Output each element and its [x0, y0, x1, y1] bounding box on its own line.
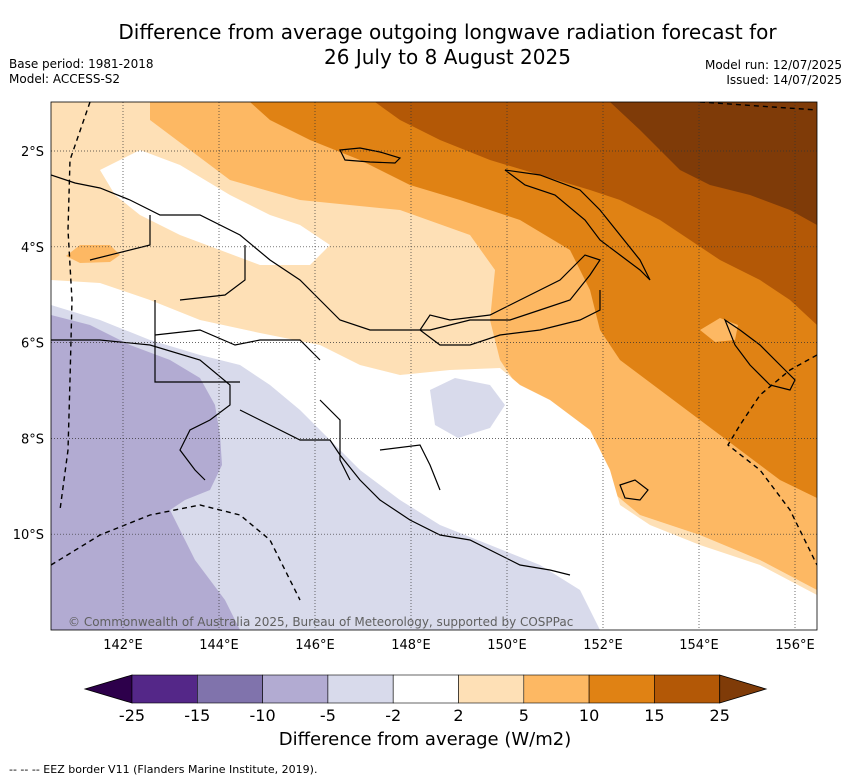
colorbar-tick-label: -10 [250, 706, 276, 725]
copyright-notice: © Commonwealth of Australia 2025, Bureau… [68, 615, 573, 629]
anomaly-band-over-25 [610, 102, 817, 225]
anomaly-patch-inner [700, 318, 738, 342]
longitude-label: 142°E [103, 638, 143, 653]
title-line-2: 26 July to 8 August 2025 [324, 45, 571, 69]
colorbar-swatch [588, 674, 655, 704]
longitude-labels: 142°E 144°E 146°E 148°E 150°E 152°E 154°E 156°E [103, 638, 815, 653]
issued-date: Issued: 14/07/2025 [726, 73, 842, 87]
colorbar-tick-label: -25 [119, 706, 145, 725]
longitude-label: 146°E [295, 638, 335, 653]
colorbar-tick-label: -2 [385, 706, 401, 725]
longitude-label: 148°E [391, 638, 431, 653]
latitude-labels: 2°S 4°S 6°S 8°S 10°S [13, 145, 44, 543]
meta-left: Base period: 1981-2018 Model: ACCESS-S2 [9, 57, 154, 87]
longitude-label: 152°E [583, 638, 623, 653]
colorbar-tick-label: 5 [519, 706, 529, 725]
colorbar-tick-label: 2 [453, 706, 463, 725]
longitude-label: 150°E [487, 638, 527, 653]
colorbar-label: Difference from average (W/m2) [278, 729, 572, 750]
latitude-label: 4°S [21, 241, 44, 256]
eez-legend-note: -- -- -- EEZ border V11 (Flanders Marine… [9, 763, 318, 776]
colorbar-swatch [327, 674, 394, 704]
colorbar-swatch [458, 674, 525, 704]
colorbar-tick-label: 10 [579, 706, 599, 725]
colorbar-tick-label: 15 [644, 706, 664, 725]
colorbar-swatch [654, 674, 721, 704]
model-name: Model: ACCESS-S2 [9, 72, 121, 86]
latitude-label: 10°S [13, 528, 44, 543]
latitude-label: 6°S [21, 337, 44, 352]
anomaly-patch-neutral-north [100, 150, 330, 265]
anomaly-band-neg-5-10 [51, 315, 240, 630]
latitude-label: 8°S [21, 432, 44, 447]
anomaly-patch-5-10 [66, 245, 120, 263]
map-frame [50, 101, 818, 631]
coastlines [51, 147, 796, 576]
longitude-label: 156°E [775, 638, 815, 653]
colorbar-swatch [262, 674, 329, 704]
longitude-label: 154°E [679, 638, 719, 653]
colorbar-swatch [523, 674, 590, 704]
colorbar: -25 -15 -10 -5 -2 2 5 10 15 25 [83, 674, 768, 725]
latitude-label: 2°S [21, 145, 44, 160]
colorbar-over-arrow [719, 674, 768, 704]
model-run: Model run: 12/07/2025 [704, 58, 842, 72]
base-period: Base period: 1981-2018 [9, 57, 154, 71]
colorbar-swatch [131, 674, 198, 704]
map-title: Difference from average outgoing longwav… [0, 20, 850, 70]
colorbar-swatch [392, 674, 459, 704]
colorbar-tick-label: -15 [184, 706, 210, 725]
anomaly-patch-neg-2-5 [430, 378, 505, 438]
eez-border [51, 102, 817, 601]
colorbar-swatch [197, 674, 263, 704]
colorbar-under-arrow [83, 674, 133, 704]
colorbar-tick-label: 25 [710, 706, 730, 725]
meta-right: Model run: 12/07/2025 Issued: 14/07/2025 [705, 58, 842, 88]
longitude-label: 144°E [199, 638, 239, 653]
gridlines [51, 102, 817, 630]
colorbar-tick-label: -5 [320, 706, 336, 725]
map-plot-area: © Commonwealth of Australia 2025, Bureau… [51, 102, 817, 630]
title-line-1: Difference from average outgoing longwav… [118, 20, 777, 44]
